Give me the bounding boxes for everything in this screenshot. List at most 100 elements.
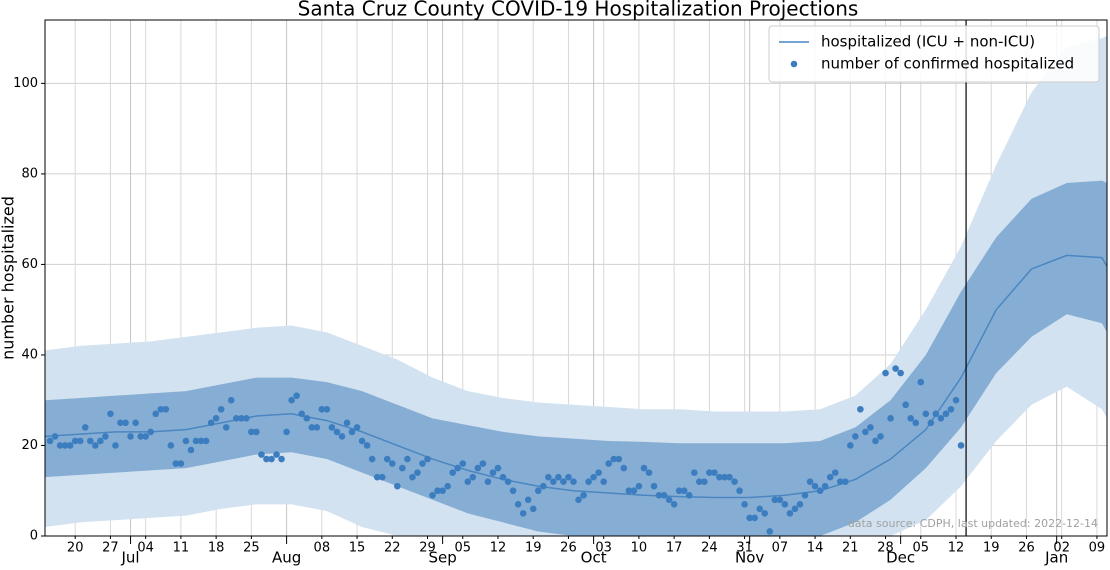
data-point xyxy=(464,478,472,485)
data-point xyxy=(429,491,436,499)
legend-box xyxy=(768,25,1100,83)
data-point xyxy=(867,424,874,431)
data-point xyxy=(399,464,406,472)
data-point xyxy=(409,473,416,481)
data-point xyxy=(424,455,431,463)
data-point xyxy=(756,505,764,513)
data-point xyxy=(786,510,794,517)
plot-frame xyxy=(44,19,1108,537)
data-point xyxy=(197,437,205,445)
x-tick-label: 11 xyxy=(173,541,190,556)
data-point xyxy=(237,415,245,422)
data-point xyxy=(932,410,940,418)
x-tick-label: 17 xyxy=(666,541,683,556)
data-point xyxy=(872,437,879,445)
data-point xyxy=(333,428,341,436)
data-point xyxy=(942,410,950,418)
x-tick-label: 07 xyxy=(772,541,789,556)
line xyxy=(45,254,1107,499)
data-point xyxy=(836,478,844,485)
data-point xyxy=(796,501,804,508)
data-point xyxy=(776,496,784,504)
data-point xyxy=(665,496,673,504)
data-point xyxy=(927,419,935,427)
data-point xyxy=(706,469,713,476)
y-tick-label: 0 xyxy=(30,529,38,544)
data-point xyxy=(76,437,84,445)
data-point xyxy=(585,478,592,485)
data-point xyxy=(680,487,688,495)
data-point xyxy=(509,487,517,495)
data-point xyxy=(645,469,653,476)
data-point xyxy=(610,455,618,463)
data-point xyxy=(751,514,758,522)
data-point xyxy=(605,460,613,467)
data-point xyxy=(474,464,482,472)
data-point xyxy=(388,460,396,467)
month-label: Oct xyxy=(581,549,607,567)
x-tick-label: 18 xyxy=(208,541,225,556)
data-point xyxy=(288,396,295,404)
data-point xyxy=(318,405,326,413)
data-point xyxy=(947,405,955,413)
plot-area xyxy=(45,20,1107,536)
data-point xyxy=(580,491,587,499)
data-point xyxy=(590,473,597,481)
data-point xyxy=(630,487,638,495)
data-point xyxy=(655,491,663,499)
data-point xyxy=(781,501,789,508)
data-point xyxy=(232,415,240,422)
x-tick-label: 28 xyxy=(877,541,894,556)
data-point xyxy=(882,369,889,377)
data-point xyxy=(157,405,165,413)
data-point xyxy=(248,428,255,436)
data-point xyxy=(222,424,230,431)
data-point xyxy=(454,464,462,472)
data-point xyxy=(857,405,864,413)
data-point xyxy=(117,419,124,427)
data-point xyxy=(560,478,567,485)
x-tick-label: 04 xyxy=(137,541,154,556)
data-point xyxy=(97,437,104,445)
data-point xyxy=(162,405,170,413)
data-point xyxy=(907,415,915,422)
data-point xyxy=(685,491,693,499)
data-point xyxy=(670,501,678,508)
data-point xyxy=(499,473,507,481)
data-point xyxy=(595,469,602,476)
data-point xyxy=(771,496,779,504)
x-tick-label: 21 xyxy=(842,541,859,556)
data-point xyxy=(952,396,960,404)
data-point xyxy=(404,455,411,463)
data-point xyxy=(746,514,753,522)
x-tick-label: 25 xyxy=(243,541,260,556)
data-point xyxy=(323,405,331,413)
data-point xyxy=(217,405,225,413)
data-point xyxy=(852,433,859,440)
data-point xyxy=(343,419,351,427)
data-point xyxy=(570,478,577,485)
data-point xyxy=(182,437,190,445)
legend-label: hospitalized (ICU + non-ICU) xyxy=(821,33,1035,51)
data-point xyxy=(202,437,210,445)
data-point xyxy=(414,469,421,476)
data-point xyxy=(273,451,280,458)
month-label: Dec xyxy=(886,549,915,567)
data-point xyxy=(56,442,64,449)
y-tick-label: 20 xyxy=(21,438,38,453)
data-point xyxy=(147,428,154,436)
x-tick-label: 27 xyxy=(102,541,119,556)
data-point xyxy=(650,482,658,490)
data-point xyxy=(862,428,869,436)
data-point xyxy=(283,428,290,436)
data-point xyxy=(811,482,819,490)
data-point xyxy=(172,460,180,467)
data-point xyxy=(716,473,723,481)
data-point xyxy=(831,469,839,476)
data-point xyxy=(444,482,451,490)
data-point xyxy=(550,478,557,485)
data-point xyxy=(887,415,894,422)
data-point xyxy=(66,442,74,449)
